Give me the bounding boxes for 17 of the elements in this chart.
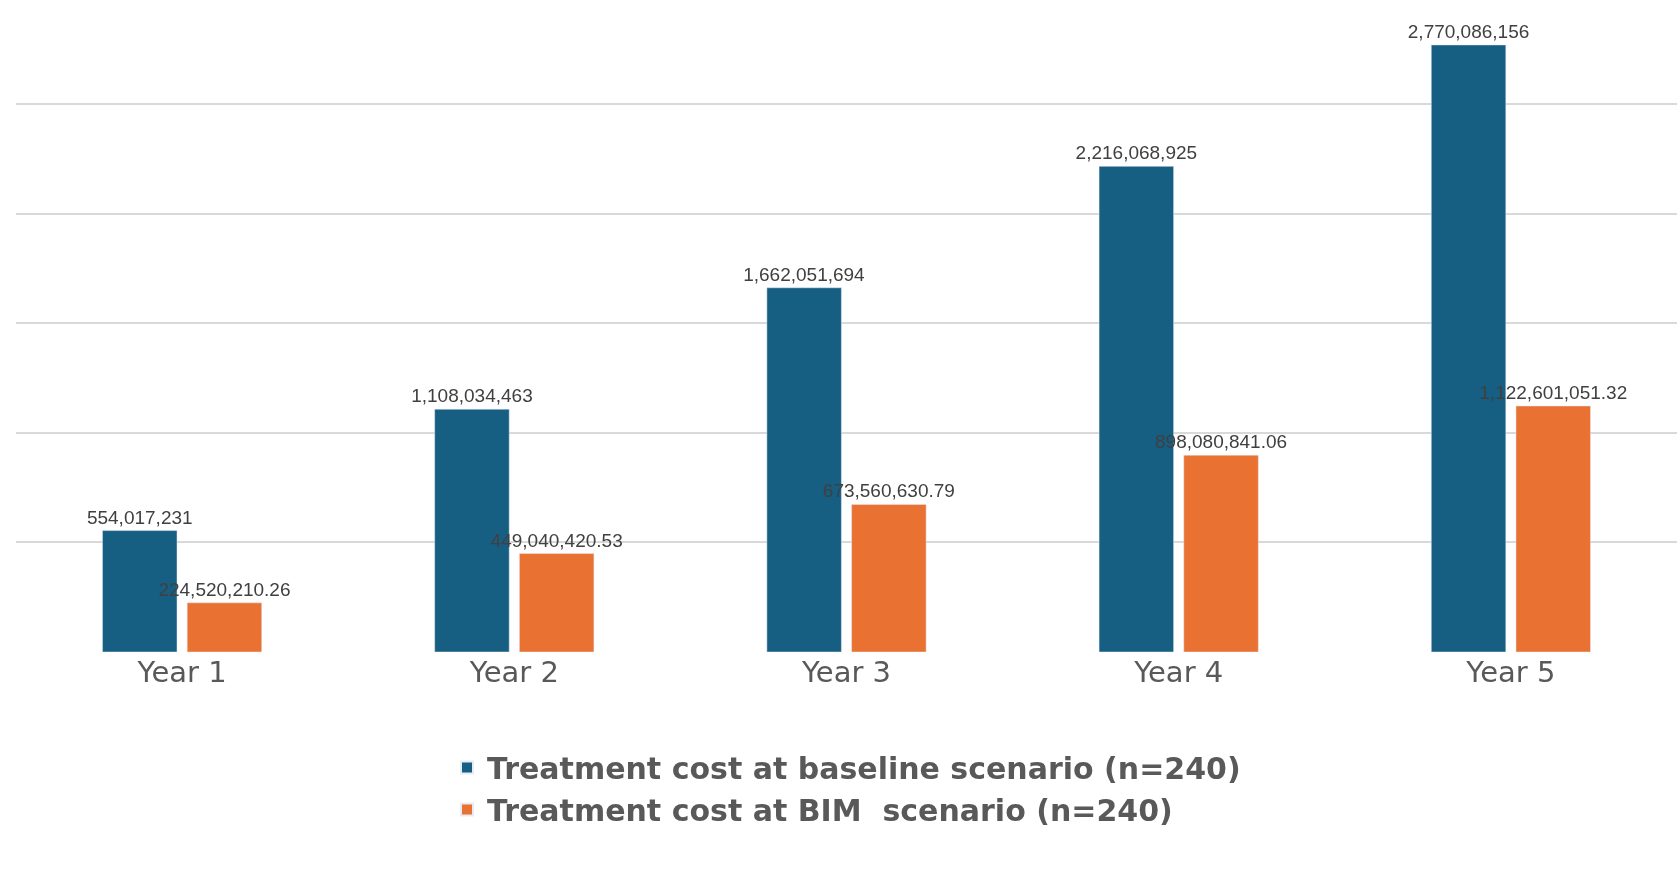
bar (186, 602, 262, 652)
data-label: 1,108,034,463 (411, 385, 533, 407)
x-tick-label: Year 3 (800, 655, 892, 689)
data-label: 2,770,086,156 (1407, 20, 1530, 42)
x-tick-label: Year 2 (468, 655, 559, 689)
data-label: 554,017,231 (86, 506, 193, 528)
data-label: 1,662,051,694 (743, 263, 866, 285)
x-tick-label: Year 4 (1133, 655, 1224, 689)
bar (1515, 405, 1591, 652)
x-tick-label: Year 1 (136, 655, 227, 689)
legend-label: Treatment cost at baseline scenario (n=240) (487, 751, 1241, 787)
bar (519, 553, 595, 652)
data-label: 2,216,068,925 (1075, 142, 1198, 164)
bar (1183, 454, 1259, 652)
bar (851, 504, 927, 652)
legend-label: Treatment cost at BIM scenario (n=240) (487, 793, 1173, 829)
x-tick-label: Year 5 (1465, 655, 1556, 689)
